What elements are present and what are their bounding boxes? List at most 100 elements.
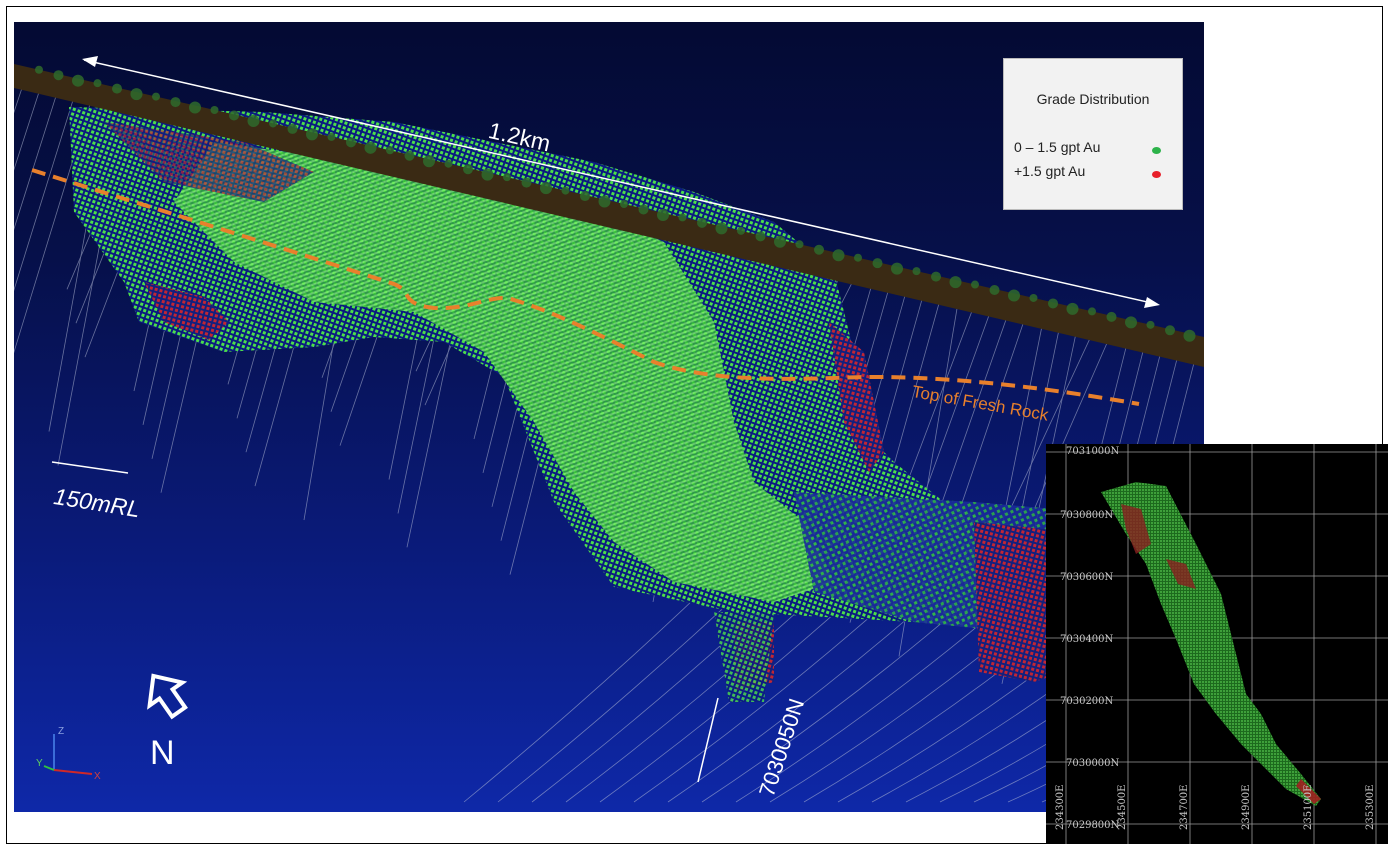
- drill-hole-trace: [916, 304, 994, 515]
- tree-marker: [737, 226, 745, 235]
- tree-marker: [1146, 320, 1155, 329]
- legend-item-label: +1.5 gpt Au: [1014, 163, 1086, 179]
- tree-marker: [35, 65, 43, 74]
- tree-marker: [891, 262, 903, 275]
- easting-label: 235100E: [1303, 784, 1314, 830]
- tree-marker: [1165, 325, 1175, 336]
- scale-bar: [51, 461, 129, 474]
- distance-arrow: [82, 56, 1160, 308]
- northing-label: 7030800N: [1060, 510, 1114, 521]
- low-grade-marker-icon: [1152, 147, 1161, 154]
- tree-marker: [112, 83, 122, 94]
- tree-marker: [1183, 329, 1196, 342]
- axis-y-label: Y: [36, 758, 43, 769]
- tree-marker: [872, 258, 883, 269]
- plan-high-grade-zone: [1296, 779, 1321, 804]
- top-of-fresh-rock-line: [31, 168, 1140, 406]
- surface-vegetation: [35, 65, 1196, 342]
- tree-marker: [678, 213, 687, 222]
- drill-hole-trace: [1019, 331, 1113, 542]
- tree-marker: [561, 186, 570, 195]
- tree-marker: [503, 173, 511, 182]
- high-grade-zone-west: [144, 282, 229, 340]
- tree-marker: [72, 74, 84, 87]
- tree-marker: [814, 244, 824, 255]
- drill-hole-trace: [14, 93, 76, 292]
- axis-triad-icon: Z Y X: [36, 726, 101, 782]
- tree-marker: [53, 70, 64, 81]
- easting-label: 234900E: [1241, 784, 1252, 830]
- tree-marker: [170, 97, 181, 108]
- drill-hole-trace: [14, 89, 59, 231]
- legend-item-label: 0 – 1.5 gpt Au: [1014, 139, 1101, 155]
- tree-marker: [620, 199, 628, 208]
- tree-marker: [580, 191, 590, 202]
- northing-label: 7030200N: [1060, 696, 1114, 707]
- legend-item-high-grade: +1.5 gpt Au: [1014, 163, 1085, 181]
- tree-marker: [715, 222, 728, 235]
- drill-hole-trace: [14, 81, 25, 114]
- legend-title: Grade Distribution: [1036, 91, 1150, 107]
- high-grade-zone-east: [829, 322, 884, 472]
- tree-marker: [1088, 307, 1096, 316]
- easting-label: 234500E: [1117, 784, 1128, 830]
- tree-marker: [423, 155, 435, 168]
- tree-marker: [189, 101, 201, 114]
- orebody-svg: Z Y X: [14, 56, 1204, 803]
- tree-marker: [287, 123, 298, 134]
- tree-marker: [481, 168, 494, 181]
- plan-orebody-outline: [1101, 482, 1321, 806]
- easting-label: 234700E: [1179, 784, 1190, 830]
- tree-marker: [521, 177, 532, 188]
- tree-marker: [327, 132, 336, 141]
- tree-marker: [697, 217, 707, 228]
- figure-frame: [6, 6, 1383, 844]
- high-density-zone: [174, 142, 834, 602]
- tree-marker: [755, 231, 766, 242]
- northing-label: 7030000N: [1066, 758, 1120, 769]
- section-line: [697, 697, 719, 783]
- easting-label: 235300E: [1365, 784, 1376, 830]
- grade-legend: Grade Distribution 0 – 1.5 gpt Au +1.5 g…: [1003, 58, 1183, 210]
- tree-marker: [854, 253, 862, 262]
- tree-marker: [1048, 298, 1058, 309]
- northing-label: 7031000N: [1066, 446, 1120, 457]
- tree-marker: [130, 88, 143, 101]
- tree-marker: [269, 119, 277, 128]
- tree-marker: [386, 146, 394, 155]
- tree-marker: [247, 114, 260, 127]
- tree-marker: [306, 128, 318, 141]
- tree-marker: [832, 249, 845, 262]
- drill-hole-trace: [907, 300, 977, 481]
- tree-marker: [971, 280, 979, 289]
- tree-marker: [774, 235, 786, 248]
- tree-marker: [404, 150, 415, 161]
- tree-marker: [657, 208, 669, 221]
- north-arrow-icon: [147, 673, 188, 720]
- plan-high-grade-zone: [1166, 559, 1196, 589]
- tree-marker: [598, 195, 611, 208]
- tree-marker: [346, 137, 356, 148]
- tree-marker: [1106, 311, 1117, 322]
- drill-hole-trace: [14, 85, 42, 171]
- plan-view-inset: 7031000N 7030800N 7030600N 7030400N 7030…: [1046, 444, 1388, 844]
- 3d-orebody-view: Z Y X 1.2km 150mRL Top of Fresh Rock 703…: [14, 22, 1204, 812]
- legend-item-low-grade: 0 – 1.5 gpt Au: [1014, 139, 1100, 157]
- tree-marker: [1029, 293, 1038, 302]
- tree-marker: [93, 79, 102, 88]
- northing-label: 7030600N: [1060, 572, 1114, 583]
- tree-marker: [210, 106, 219, 115]
- high-grade-zone-upper: [104, 122, 314, 202]
- keel: [714, 612, 774, 702]
- tree-marker: [152, 92, 160, 101]
- northing-label: 7030400N: [1060, 634, 1114, 645]
- tree-marker: [949, 276, 962, 289]
- tree-marker: [795, 240, 804, 249]
- drill-hole-trace: [1010, 327, 1096, 508]
- plan-view-svg: [1046, 444, 1388, 844]
- tree-marker: [1066, 302, 1079, 315]
- axis-z-label: Z: [58, 726, 64, 737]
- north-label: N: [150, 734, 175, 772]
- tree-marker: [540, 182, 552, 195]
- tree-marker: [229, 110, 239, 121]
